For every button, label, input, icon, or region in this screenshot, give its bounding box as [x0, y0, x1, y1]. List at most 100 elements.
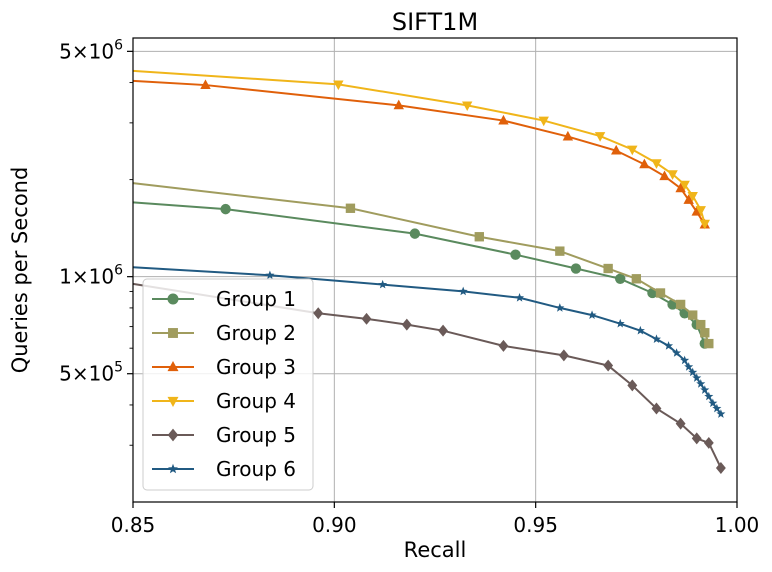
- data-point: [695, 206, 706, 216]
- data-point: [699, 219, 710, 230]
- data-point: [655, 288, 666, 298]
- data-point: [635, 325, 645, 335]
- data-point: [401, 318, 412, 331]
- data-point: [498, 114, 509, 125]
- data-point: [615, 318, 625, 328]
- data-point: [712, 403, 722, 413]
- data-point: [474, 232, 484, 242]
- data-point: [558, 349, 569, 362]
- data-point: [498, 339, 509, 352]
- data-point: [684, 362, 694, 371]
- data-point: [631, 274, 642, 284]
- data-point: [562, 130, 574, 141]
- data-point: [679, 180, 690, 191]
- data-point: [333, 80, 344, 91]
- data-point: [704, 391, 714, 401]
- data-point: [167, 360, 179, 372]
- data-point: [603, 359, 614, 372]
- data-point: [570, 263, 582, 274]
- series-group-3: [132, 79, 710, 229]
- y-tick-times: ×10: [72, 265, 114, 289]
- data-point: [696, 379, 706, 388]
- data-point: [345, 203, 356, 213]
- data-point: [672, 348, 682, 357]
- legend-label: Group 3: [216, 355, 296, 379]
- data-point: [409, 228, 421, 239]
- data-point: [462, 101, 473, 112]
- y-tick-label: 5×106: [59, 37, 123, 63]
- data-point: [220, 203, 231, 215]
- y-tick-mantissa: 5: [59, 362, 72, 386]
- legend-label: Group 5: [216, 423, 296, 447]
- y-tick-exponent: 5: [114, 360, 123, 376]
- data-point: [627, 379, 638, 392]
- data-point: [651, 402, 662, 415]
- data-point: [378, 279, 388, 289]
- y-tick-label: 1×106: [59, 263, 123, 289]
- x-tick-label: 0.95: [513, 513, 558, 537]
- y-tick-exponent: 6: [114, 37, 123, 53]
- data-point: [168, 328, 178, 338]
- data-point: [458, 286, 468, 296]
- data-point: [703, 436, 714, 449]
- data-point: [651, 334, 661, 343]
- data-point: [664, 341, 674, 350]
- legend-box: [142, 278, 314, 491]
- y-axis-label: Queries per Second: [8, 167, 32, 374]
- y-tick-times: ×10: [72, 362, 114, 386]
- data-point: [651, 159, 662, 169]
- data-point: [692, 373, 702, 382]
- legend: Group 1 Group 2 Group 3 Group 4 Group 5 Group…: [142, 278, 314, 491]
- data-point: [361, 312, 372, 325]
- series-group-6: [132, 266, 726, 418]
- data-point: [594, 132, 606, 142]
- data-point: [715, 462, 726, 474]
- data-point: [675, 417, 686, 430]
- x-axis-label: Recall: [404, 538, 467, 562]
- data-point: [438, 324, 448, 337]
- data-point: [683, 194, 694, 204]
- data-point: [167, 396, 179, 408]
- y-tick-exponent: 6: [114, 263, 123, 279]
- x-tick-label: 0.85: [111, 513, 156, 537]
- plot-frame: [132, 37, 738, 503]
- legend-label: Group 4: [216, 389, 296, 413]
- data-point: [393, 99, 404, 110]
- x-tick-label: 1.00: [715, 513, 760, 537]
- data-point: [716, 409, 726, 418]
- data-point: [639, 158, 650, 169]
- series-group-4: [132, 69, 710, 230]
- y-tick-mantissa: 5: [59, 39, 72, 63]
- data-point: [700, 385, 710, 394]
- data-point: [708, 398, 718, 408]
- data-point: [691, 206, 702, 216]
- data-point: [555, 246, 565, 256]
- data-point: [611, 144, 622, 155]
- data-point: [688, 367, 698, 377]
- data-point: [168, 463, 178, 474]
- data-point: [510, 249, 521, 260]
- data-point: [675, 182, 686, 193]
- data-point: [515, 293, 525, 302]
- legend-label: Group 1: [216, 287, 296, 311]
- series-group-2: [132, 182, 714, 349]
- data-point: [615, 273, 626, 284]
- data-point: [587, 310, 597, 319]
- data-point: [680, 355, 690, 365]
- data-point: [265, 270, 275, 280]
- data-point: [691, 432, 702, 445]
- data-point: [167, 293, 179, 305]
- data-point: [555, 303, 565, 312]
- data-point: [603, 263, 613, 274]
- legend-label: Group 6: [216, 457, 296, 481]
- chart-title: SIFT1M: [392, 8, 478, 36]
- y-tick-mantissa: 1: [59, 265, 72, 289]
- data-point: [704, 338, 714, 349]
- data-point: [313, 307, 324, 320]
- series-group-5: [132, 282, 726, 474]
- data-point: [687, 192, 698, 202]
- data-point: [200, 79, 211, 89]
